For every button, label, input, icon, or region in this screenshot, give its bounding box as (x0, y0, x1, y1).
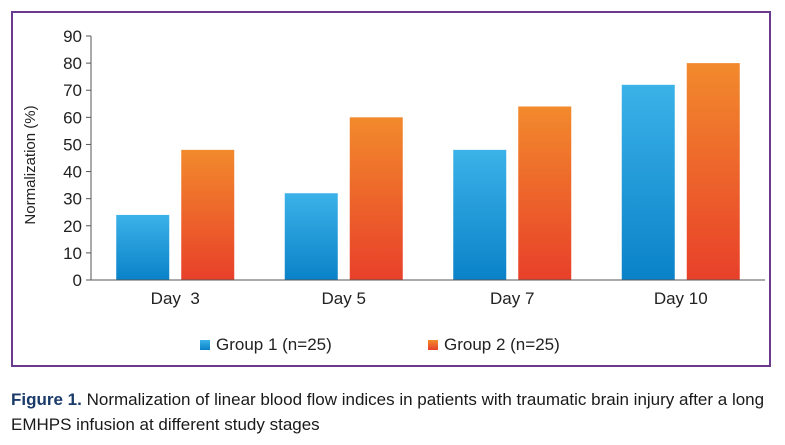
bar-series2-3 (518, 106, 572, 280)
legend-label: Group 1 (n=25) (216, 335, 332, 354)
y-tick-label: 0 (73, 271, 82, 290)
y-axis-label: Normalization (%) (22, 105, 39, 224)
y-tick-label: 90 (63, 27, 82, 46)
bar-series1-2 (284, 193, 338, 280)
x-tick-label: Day 7 (490, 289, 534, 308)
bar-series2-4 (686, 63, 740, 280)
caption-text: Normalization of linear blood flow indic… (11, 390, 765, 434)
bar-chart: 0 10 20 30 40 50 60 70 80 90 Day 3 Day 5 Day 7 Day 1… (22, 27, 765, 308)
bar-series1-1 (116, 214, 170, 280)
y-tick-label: 60 (63, 108, 82, 127)
y-tick-label: 20 (63, 217, 82, 236)
y-tick-label: 70 (63, 81, 82, 100)
legend-item: Group 1 (n=25) (200, 335, 332, 355)
bar-series1-3 (453, 149, 507, 280)
legend-label: Group 2 (n=25) (444, 335, 560, 354)
y-tick-label: 50 (63, 135, 82, 154)
bar-series1-4 (621, 84, 675, 280)
x-axis: Day 3 Day 5 Day 7 Day 10 (91, 279, 765, 308)
figure-caption: Figure 1. Normalization of linear blood … (11, 387, 775, 437)
bar-series2-1 (181, 149, 235, 280)
y-tick-label: 40 (63, 163, 82, 182)
y-tick-label: 80 (63, 54, 82, 73)
bar-series2-2 (349, 117, 403, 280)
bars (116, 63, 740, 280)
x-tick-label: Day 5 (322, 289, 366, 308)
x-tick-label: Day 10 (654, 289, 708, 308)
y-tick-label: 10 (63, 244, 82, 263)
y-tick-label: 30 (63, 190, 82, 209)
legend-swatch (428, 340, 438, 350)
legend-swatch (200, 340, 210, 350)
x-tick-label: Day 3 (151, 289, 200, 308)
y-axis: 0 10 20 30 40 50 60 70 80 90 (63, 27, 92, 290)
caption-label: Figure 1. (11, 390, 82, 409)
legend-item: Group 2 (n=25) (428, 335, 560, 355)
chart-frame: 0 10 20 30 40 50 60 70 80 90 Day 3 Day 5 Day 7 Day 1… (11, 11, 771, 367)
